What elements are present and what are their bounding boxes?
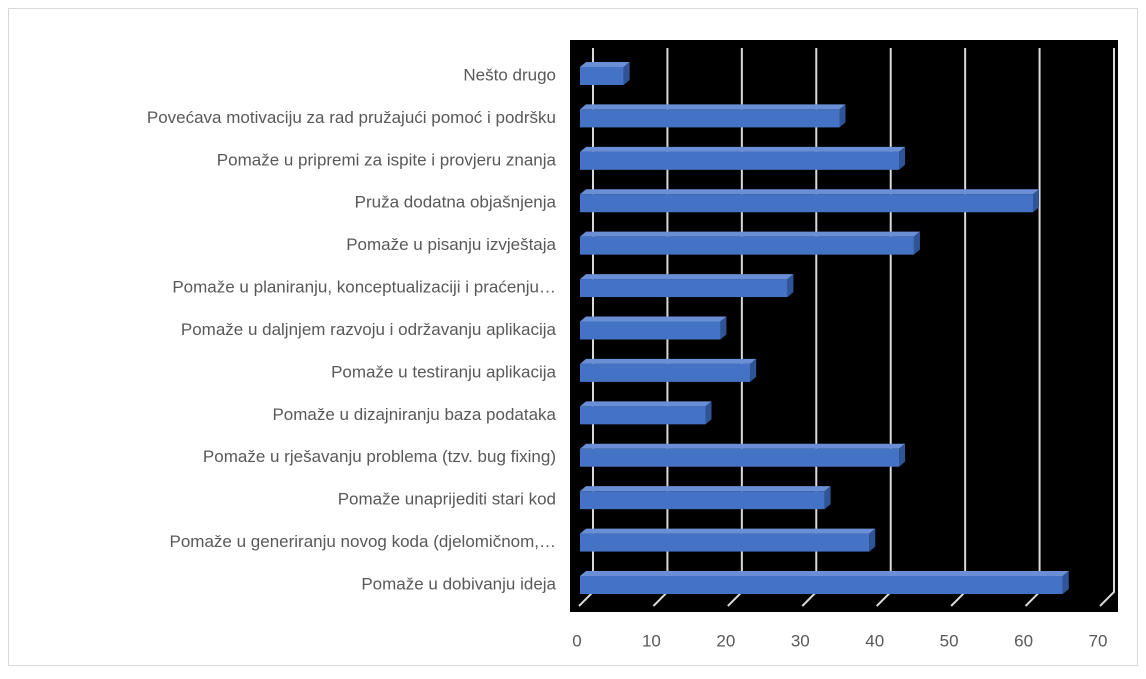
bar-front	[580, 151, 900, 170]
bar	[580, 189, 1040, 213]
bar	[580, 571, 1069, 594]
bar-front	[580, 363, 751, 382]
y-tick-label: Pomaže u pripremi za ispite i provjeru z…	[217, 150, 557, 169]
bar-front	[580, 406, 706, 425]
bar	[580, 486, 831, 510]
bar-top	[580, 358, 757, 364]
bar	[580, 62, 630, 85]
x-tick-label: 30	[791, 631, 810, 650]
bar-top	[580, 486, 831, 492]
bar-front	[580, 236, 914, 255]
y-tick-label: Pomaže u generiranju novog koda (djelomi…	[170, 532, 556, 551]
grid-line	[1099, 48, 1115, 607]
y-tick-label: Pomaže u planiranju, konceptualizaciji i…	[172, 278, 556, 297]
bar-top	[580, 104, 846, 110]
bar-side	[623, 62, 630, 85]
bar	[580, 104, 846, 128]
bar-front	[580, 67, 624, 85]
bar-top	[580, 62, 630, 67]
bar-side	[787, 274, 794, 298]
bar	[580, 316, 727, 340]
bar-side	[869, 528, 876, 552]
y-tick-label: Pomaže u dizajniranju baza podataka	[272, 405, 556, 424]
x-tick-label: 60	[1014, 631, 1033, 650]
bar-top	[580, 189, 1040, 195]
bar-top	[580, 146, 906, 152]
x-tick-label: 70	[1089, 631, 1108, 650]
bar-top	[580, 231, 920, 237]
bar-front	[580, 279, 788, 298]
bar-front	[580, 448, 900, 467]
bar-front	[580, 491, 825, 510]
bar	[580, 358, 757, 382]
y-tick-label: Pomaže u dobivanju ideja	[361, 574, 556, 593]
y-tick-label: Pomaže u rješavanju problema (tzv. bug f…	[203, 447, 556, 466]
y-tick-label: Pomaže u daljnjem razvoju i održavanju a…	[181, 320, 557, 339]
y-tick-label: Pruža dodatna objašnjenja	[355, 193, 557, 212]
bar-side	[899, 443, 906, 467]
bar-side	[1062, 571, 1069, 594]
bar-side	[705, 401, 712, 425]
x-tick-label: 0	[572, 631, 581, 650]
bar-side	[720, 316, 727, 340]
bar	[580, 443, 906, 467]
bar-side	[839, 104, 846, 128]
bar	[580, 231, 920, 255]
y-tick-label: Pomaže u pisanju izvještaja	[346, 235, 556, 254]
bar	[580, 146, 906, 170]
bar	[580, 528, 876, 552]
x-tick-label: 50	[940, 631, 959, 650]
bar-top	[580, 401, 712, 407]
x-tick-label: 20	[716, 631, 735, 650]
bar-front	[580, 533, 870, 552]
bar	[580, 274, 794, 298]
bar-side	[824, 486, 831, 510]
y-tick-label: Nešto drugo	[463, 65, 556, 84]
bar-front	[580, 109, 840, 128]
x-tick-label: 40	[865, 631, 884, 650]
bar-top	[580, 528, 876, 534]
bar-top	[580, 571, 1069, 576]
bar-top	[580, 274, 794, 280]
bar-side	[750, 358, 757, 382]
x-tick-label: 10	[642, 631, 661, 650]
bar-top	[580, 443, 906, 449]
y-tick-label: Povećava motivaciju za rad pružajući pom…	[147, 108, 556, 127]
y-tick-label: Pomaže unaprijediti stari kod	[338, 490, 556, 509]
bar-side	[913, 231, 920, 255]
bar-front	[580, 576, 1063, 594]
bar-front	[580, 321, 721, 340]
bar-front	[580, 194, 1034, 213]
bar	[580, 401, 712, 425]
bar-top	[580, 316, 727, 322]
bar-side	[899, 146, 906, 170]
bar-side	[1033, 189, 1040, 213]
y-tick-label: Pomaže u testiranju aplikacija	[331, 362, 556, 381]
